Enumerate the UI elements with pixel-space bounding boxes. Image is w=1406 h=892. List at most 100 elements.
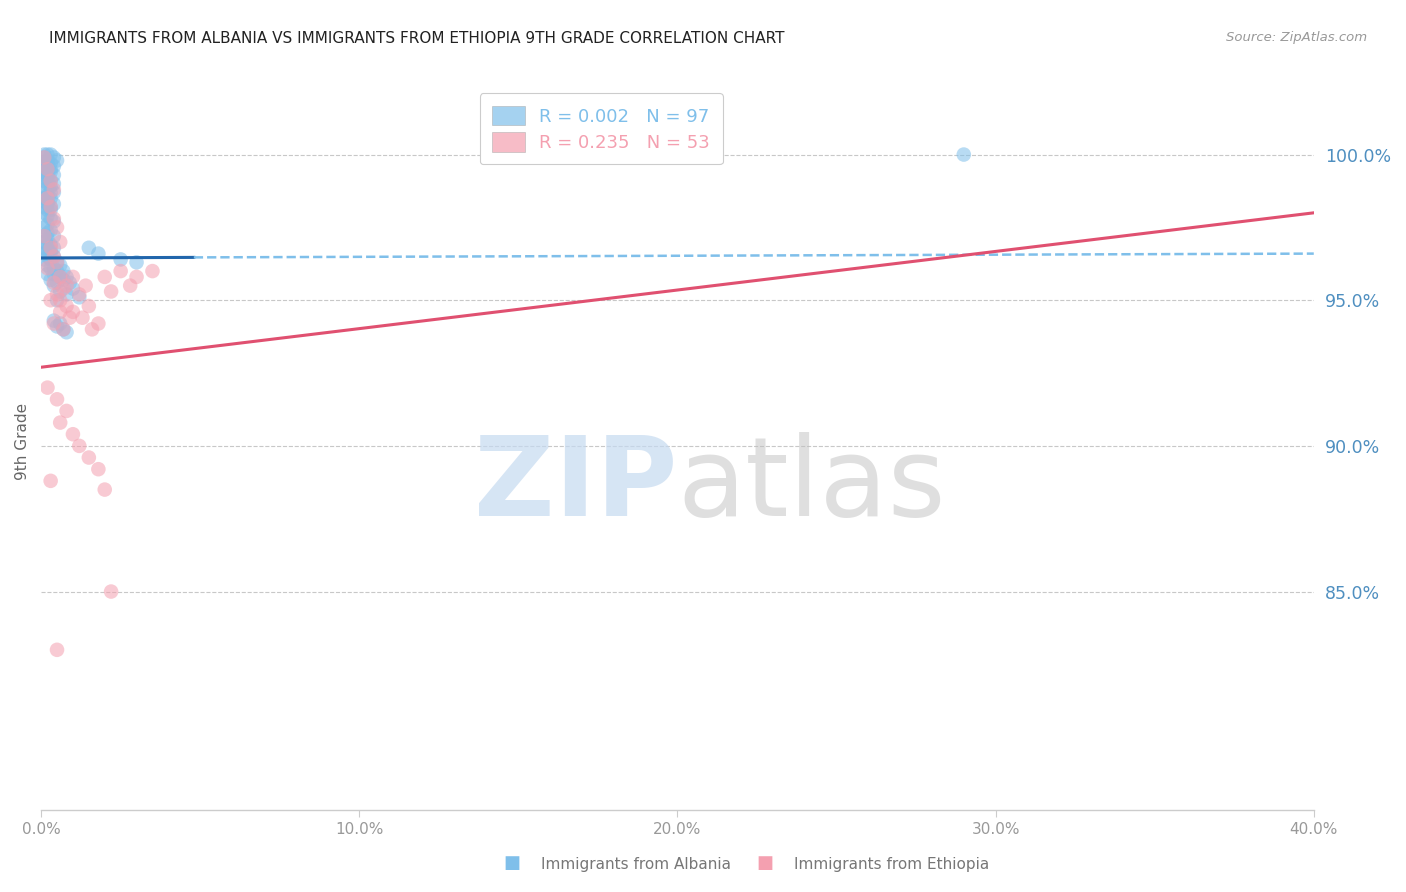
Point: [34, 220, 56, 235]
Point: [39, 211, 62, 226]
Point: [42, 177, 65, 191]
Point: [100, 584, 122, 599]
Point: [39, 273, 62, 287]
Point: [37, 209, 59, 223]
Point: [52, 273, 75, 287]
Point: [37, 156, 59, 170]
Point: [37, 381, 59, 395]
Point: [37, 153, 59, 168]
Point: [39, 241, 62, 255]
Point: [87, 462, 110, 476]
Text: Immigrants from Ethiopia: Immigrants from Ethiopia: [794, 857, 990, 872]
Point: [37, 258, 59, 272]
Point: [49, 305, 72, 319]
Point: [120, 278, 142, 293]
Point: [39, 165, 62, 179]
Point: [49, 258, 72, 272]
Point: [125, 255, 148, 269]
Point: [34, 194, 56, 209]
Point: [67, 287, 90, 301]
Point: [37, 177, 59, 191]
Point: [37, 191, 59, 205]
Point: [42, 276, 65, 290]
Point: [55, 278, 77, 293]
Point: [37, 147, 59, 161]
Point: [34, 246, 56, 260]
Point: [46, 255, 69, 269]
Point: [59, 310, 82, 325]
Point: [37, 168, 59, 182]
Point: [46, 319, 69, 334]
Point: [42, 261, 65, 276]
Point: [42, 267, 65, 281]
Point: [37, 250, 59, 264]
Point: [110, 252, 132, 267]
Point: [39, 191, 62, 205]
Text: ■: ■: [503, 855, 520, 872]
Point: [55, 287, 77, 301]
Point: [42, 211, 65, 226]
Legend: R = 0.002   N = 97, R = 0.235   N = 53: R = 0.002 N = 97, R = 0.235 N = 53: [479, 93, 723, 164]
Point: [39, 202, 62, 217]
Point: [39, 174, 62, 188]
Point: [42, 313, 65, 327]
Point: [42, 214, 65, 228]
Point: [42, 241, 65, 255]
Point: [55, 404, 77, 418]
Point: [52, 322, 75, 336]
Point: [34, 191, 56, 205]
Point: [55, 299, 77, 313]
Text: ■: ■: [756, 855, 773, 872]
Point: [39, 200, 62, 214]
Point: [125, 269, 148, 284]
Point: [37, 261, 59, 276]
Point: [46, 264, 69, 278]
Point: [952, 147, 974, 161]
Point: [39, 474, 62, 488]
Point: [110, 264, 132, 278]
Point: [62, 427, 84, 442]
Point: [62, 269, 84, 284]
Point: [62, 305, 84, 319]
Point: [49, 416, 72, 430]
Point: [39, 200, 62, 214]
Point: [42, 317, 65, 331]
Point: [634, 147, 657, 161]
Text: Immigrants from Albania: Immigrants from Albania: [541, 857, 731, 872]
Point: [49, 269, 72, 284]
Point: [34, 170, 56, 185]
Point: [34, 147, 56, 161]
Text: ZIP: ZIP: [474, 433, 678, 540]
Point: [34, 235, 56, 249]
Point: [55, 269, 77, 284]
Point: [34, 206, 56, 220]
Point: [52, 264, 75, 278]
Point: [37, 188, 59, 202]
Point: [34, 151, 56, 165]
Point: [34, 241, 56, 255]
Point: [42, 250, 65, 264]
Point: [93, 269, 115, 284]
Point: [46, 255, 69, 269]
Point: [49, 235, 72, 249]
Point: [34, 156, 56, 170]
Point: [42, 229, 65, 244]
Point: [42, 250, 65, 264]
Point: [37, 197, 59, 211]
Point: [46, 220, 69, 235]
Point: [59, 276, 82, 290]
Point: [141, 264, 163, 278]
Point: [37, 182, 59, 196]
Point: [39, 293, 62, 308]
Point: [42, 197, 65, 211]
Point: [39, 238, 62, 252]
Point: [39, 244, 62, 258]
Point: [34, 151, 56, 165]
Point: [42, 186, 65, 200]
Point: [52, 282, 75, 296]
Point: [34, 200, 56, 214]
Point: [93, 483, 115, 497]
Point: [34, 174, 56, 188]
Point: [37, 244, 59, 258]
Point: [34, 229, 56, 244]
